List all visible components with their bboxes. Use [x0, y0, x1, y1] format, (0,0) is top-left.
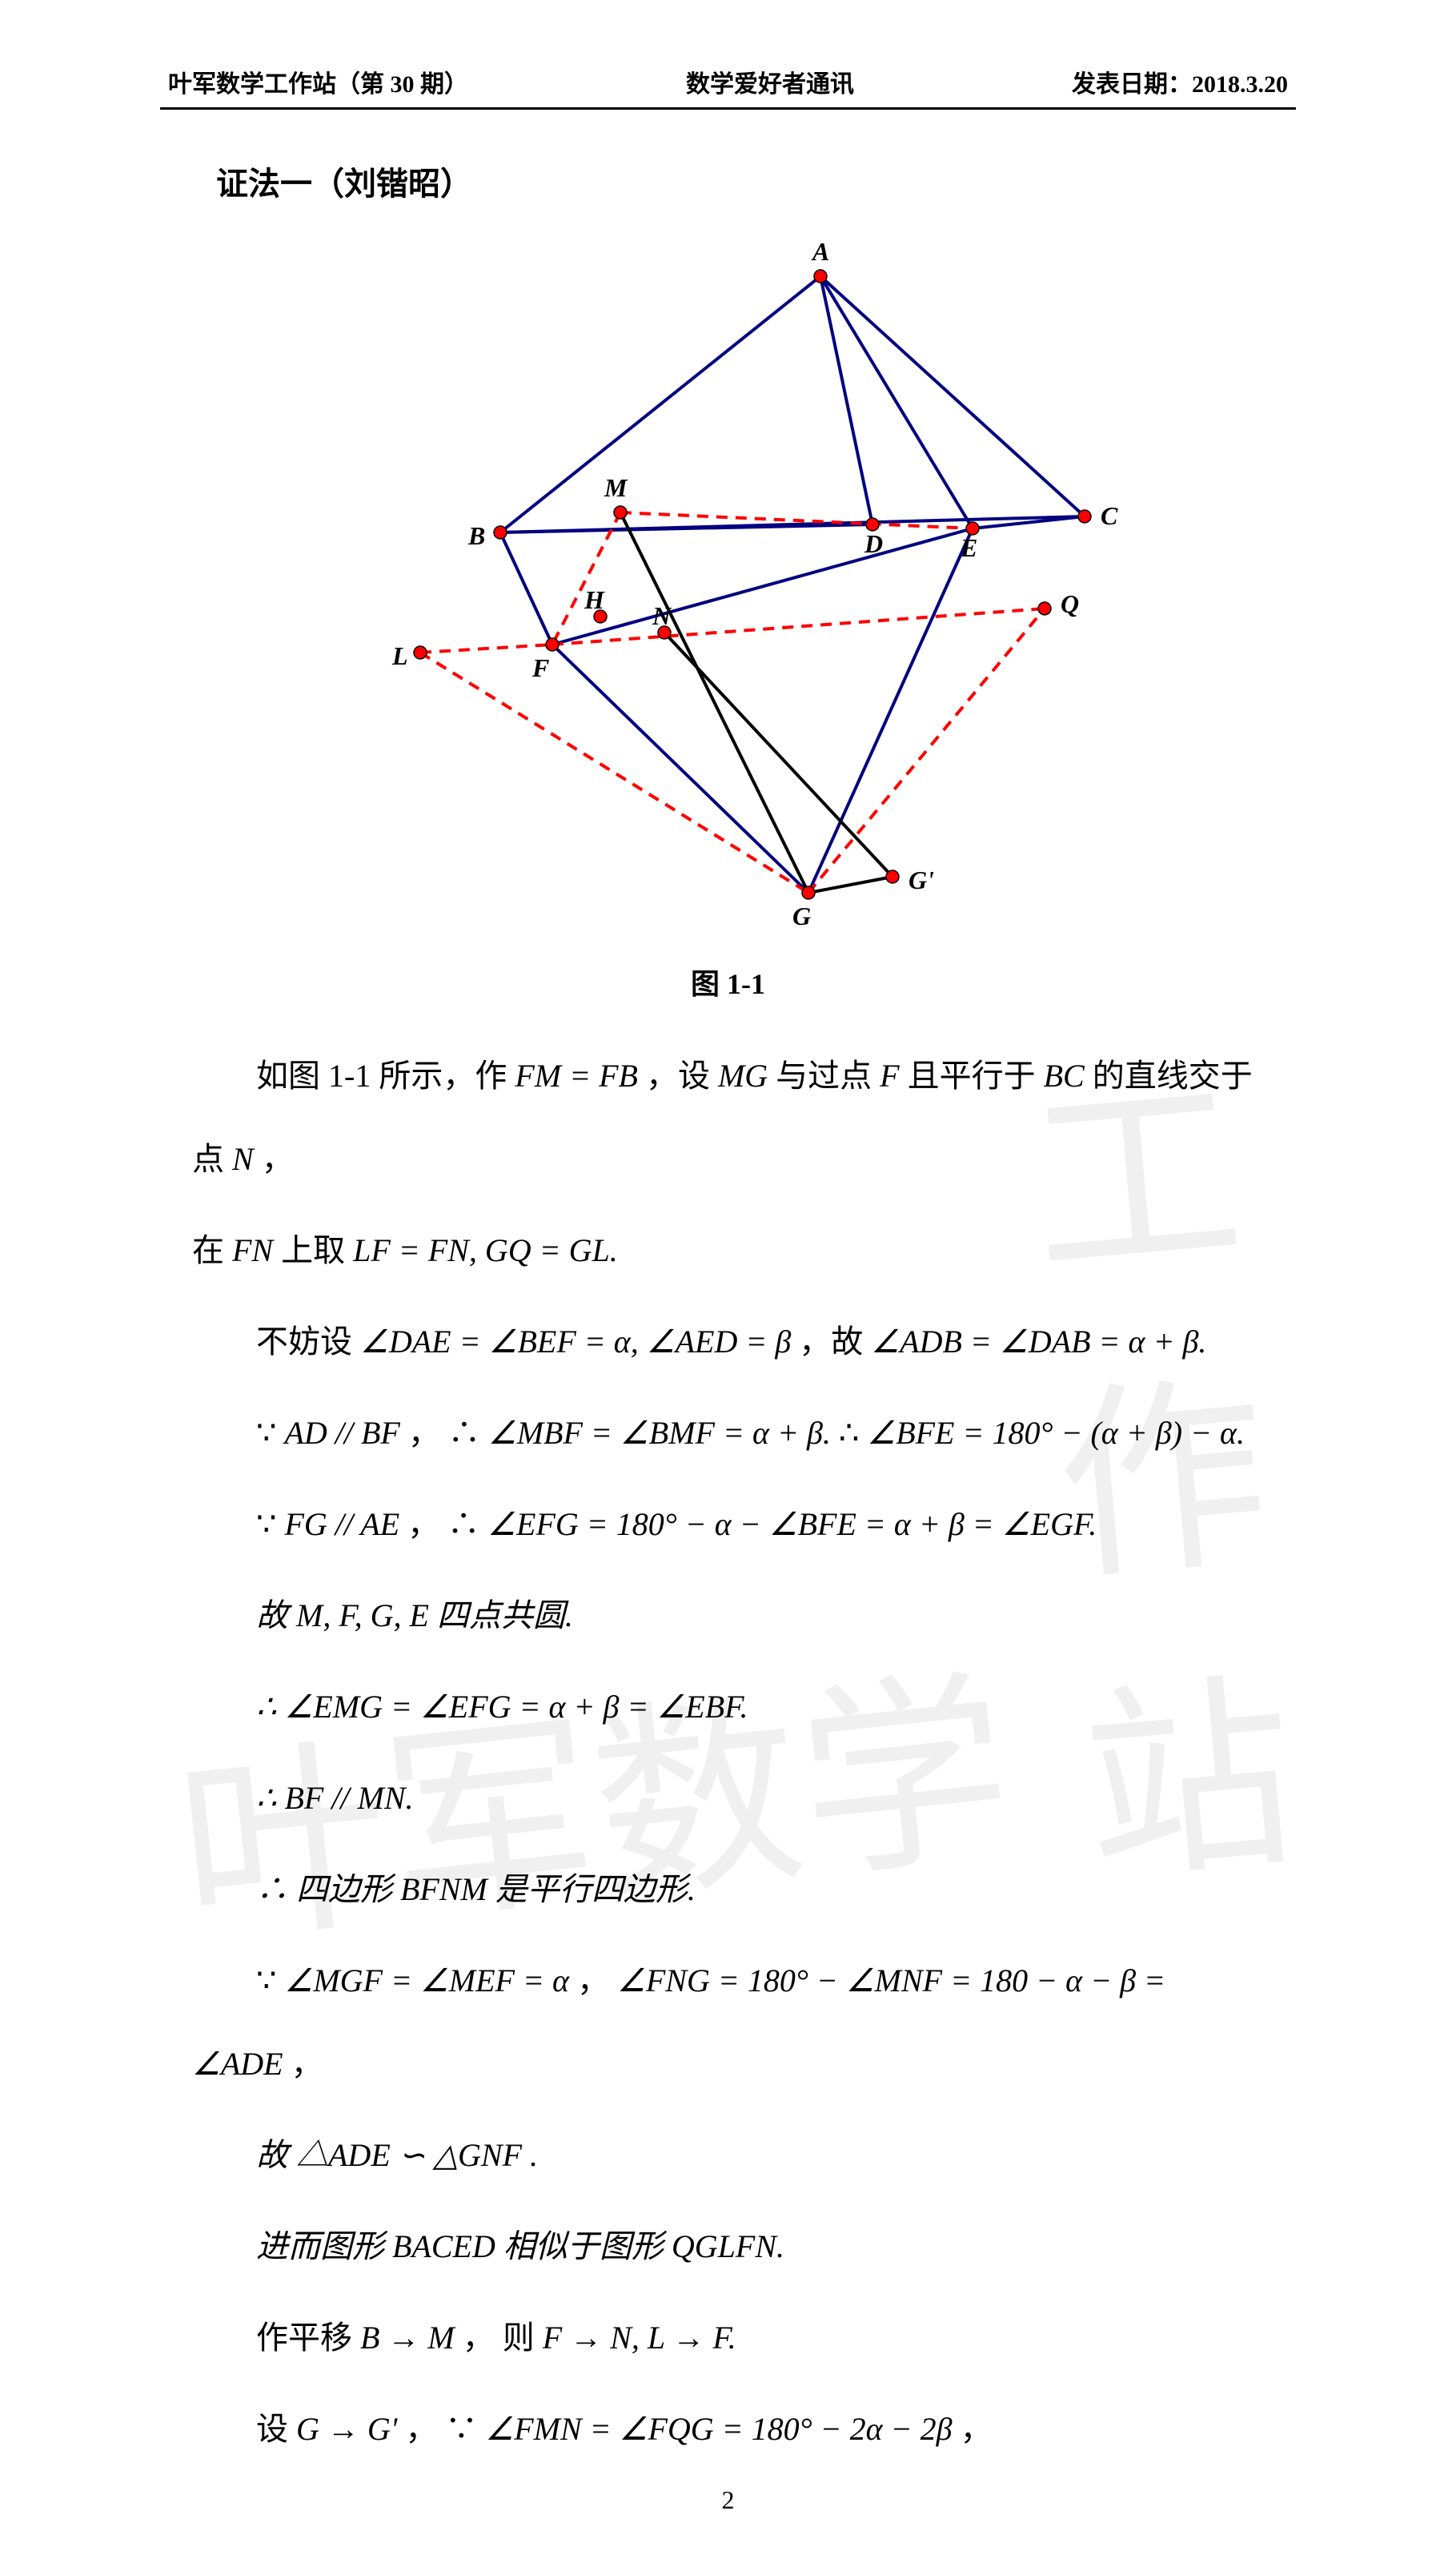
svg-text:C: C: [1101, 501, 1118, 530]
m: ∴ BF // MN.: [256, 1780, 414, 1816]
m: LF = FN, GQ = GL.: [353, 1232, 618, 1268]
svg-text:G: G: [792, 902, 811, 930]
svg-text:A: A: [811, 237, 829, 266]
svg-text:Q: Q: [1061, 589, 1079, 618]
t: ，故: [799, 1324, 871, 1360]
m: MG: [718, 1058, 768, 1094]
m: ∠DAE = ∠BEF = α, ∠AED = β: [360, 1324, 791, 1360]
t: ∵: [256, 1506, 284, 1542]
m: F → N, L → F.: [543, 2320, 736, 2356]
page-header: 叶军数学工作站（第 30 期） 数学爱好者通讯 发表日期：2018.3.20: [160, 64, 1296, 107]
para-3: 不妨设 ∠DAE = ∠BEF = α, ∠AED = β ，故 ∠ADB = …: [192, 1300, 1264, 1384]
t: ，: [577, 1962, 617, 1999]
m: ∠BFE = 180° − (α + β) − α.: [867, 1415, 1245, 1451]
para-14: 设 G → G' ， ∵ ∠FMN = ∠FQG = 180° − 2α − 2…: [192, 2388, 1264, 2471]
m: FM = FB: [515, 1058, 638, 1094]
para-4: ∵ AD // BF ， ∴ ∠MBF = ∠BMF = α + β. ∴ ∠B…: [192, 1392, 1264, 1475]
para-6: 故 M, F, G, E 四点共圆.: [192, 1574, 1264, 1657]
m: FN: [232, 1232, 273, 1268]
m: BC: [1044, 1058, 1085, 1094]
header-rule: [160, 107, 1296, 110]
para-5: ∵ FG // AE ， ∴ ∠EFG = 180° − α − ∠BFE = …: [192, 1483, 1264, 1566]
m: N: [232, 1141, 254, 1177]
t: ，: [961, 2411, 993, 2447]
t: 上取: [281, 1232, 353, 1268]
m: G → G': [296, 2411, 397, 2447]
para-9: ∴ 四边形 BFNM 是平行四边形.: [192, 1848, 1264, 1931]
m: FG // AE: [284, 1506, 399, 1542]
para-12: 进而图形 BACED 相似于图形 QGLFN.: [192, 2205, 1264, 2288]
t: 如图 1-1 所示，作: [256, 1058, 515, 1094]
m: 故 △ADE ∽ △GNF .: [256, 2137, 538, 2173]
figure-1-1: A B M D E C L F H N Q G G' 图 1-1: [160, 228, 1296, 1002]
page-number: 2: [0, 2485, 1456, 2515]
figure-svg: A B M D E C L F H N Q G G': [328, 228, 1129, 965]
svg-text:E: E: [960, 533, 977, 562]
t: 与过点: [776, 1058, 880, 1094]
svg-text:B: B: [467, 521, 485, 550]
m: ∠EFG = 180° − α − ∠BFE = α + β = ∠EGF.: [487, 1506, 1097, 1542]
t: ∵: [256, 1415, 284, 1451]
m: ∠MGF = ∠MEF = α: [284, 1962, 569, 1999]
m: ∠FMN = ∠FQG = 180° − 2α − 2β: [485, 2411, 952, 2447]
figure-caption: 图 1-1: [160, 961, 1296, 1002]
t: ∵: [256, 1962, 284, 1999]
t: ， ∴: [407, 1506, 487, 1542]
section-title: 证法一（刘锴昭）: [216, 158, 1296, 204]
t: ，: [262, 1141, 294, 1177]
svg-text:M: M: [604, 473, 628, 502]
svg-text:G': G': [908, 866, 934, 894]
t: 设: [256, 2411, 296, 2447]
svg-text:F: F: [531, 653, 549, 682]
svg-text:L: L: [391, 641, 408, 670]
m: B → M: [360, 2320, 455, 2356]
para-10: ∵ ∠MGF = ∠MEF = α ， ∠FNG = 180° − ∠MNF =…: [192, 1939, 1264, 2106]
m: ∴ 四边形 BFNM 是平行四边形.: [256, 1871, 696, 1907]
svg-text:D: D: [864, 529, 883, 558]
svg-text:H: H: [584, 585, 605, 614]
t: ， 则: [463, 2320, 543, 2356]
m: 进而图形 BACED 相似于图形 QGLFN.: [256, 2228, 784, 2264]
para-1: 如图 1-1 所示，作 FM = FB ，设 MG 与过点 F 且平行于 BC …: [192, 1034, 1264, 1201]
header-left: 叶军数学工作站（第 30 期）: [168, 64, 468, 99]
t: 在: [192, 1232, 232, 1268]
t: 且平行于: [908, 1058, 1044, 1094]
m: ∴ ∠EMG = ∠EFG = α + β = ∠EBF.: [256, 1689, 748, 1725]
m: ∠ADB = ∠DAB = α + β.: [871, 1324, 1206, 1360]
para-11: 故 △ADE ∽ △GNF .: [192, 2114, 1264, 2197]
t: ， ∵: [405, 2411, 485, 2447]
m: AD // BF: [284, 1415, 399, 1451]
para-7: ∴ ∠EMG = ∠EFG = α + β = ∠EBF.: [192, 1665, 1264, 1749]
t: 作平移: [256, 2320, 360, 2356]
para-8: ∴ BF // MN.: [192, 1757, 1264, 1840]
m: 故 M, F, G, E 四点共圆.: [256, 1597, 573, 1633]
header-right: 发表日期：2018.3.20: [1072, 64, 1288, 99]
t: ， ∴: [408, 1415, 488, 1451]
para-13: 作平移 B → M ， 则 F → N, L → F.: [192, 2296, 1264, 2380]
t: 不妨设: [256, 1324, 360, 1360]
m: F: [880, 1058, 899, 1094]
t: ，设: [646, 1058, 718, 1094]
t: ，: [291, 2046, 323, 2082]
svg-text:N: N: [652, 601, 672, 630]
m: ∠MBF = ∠BMF = α + β.: [488, 1415, 831, 1451]
para-2: 在 FN 上取 LF = FN, GQ = GL.: [192, 1209, 1264, 1292]
t: ∴: [839, 1415, 867, 1451]
proof-body: 如图 1-1 所示，作 FM = FB ，设 MG 与过点 F 且平行于 BC …: [192, 1034, 1264, 2471]
header-center: 数学爱好者通讯: [686, 64, 854, 99]
